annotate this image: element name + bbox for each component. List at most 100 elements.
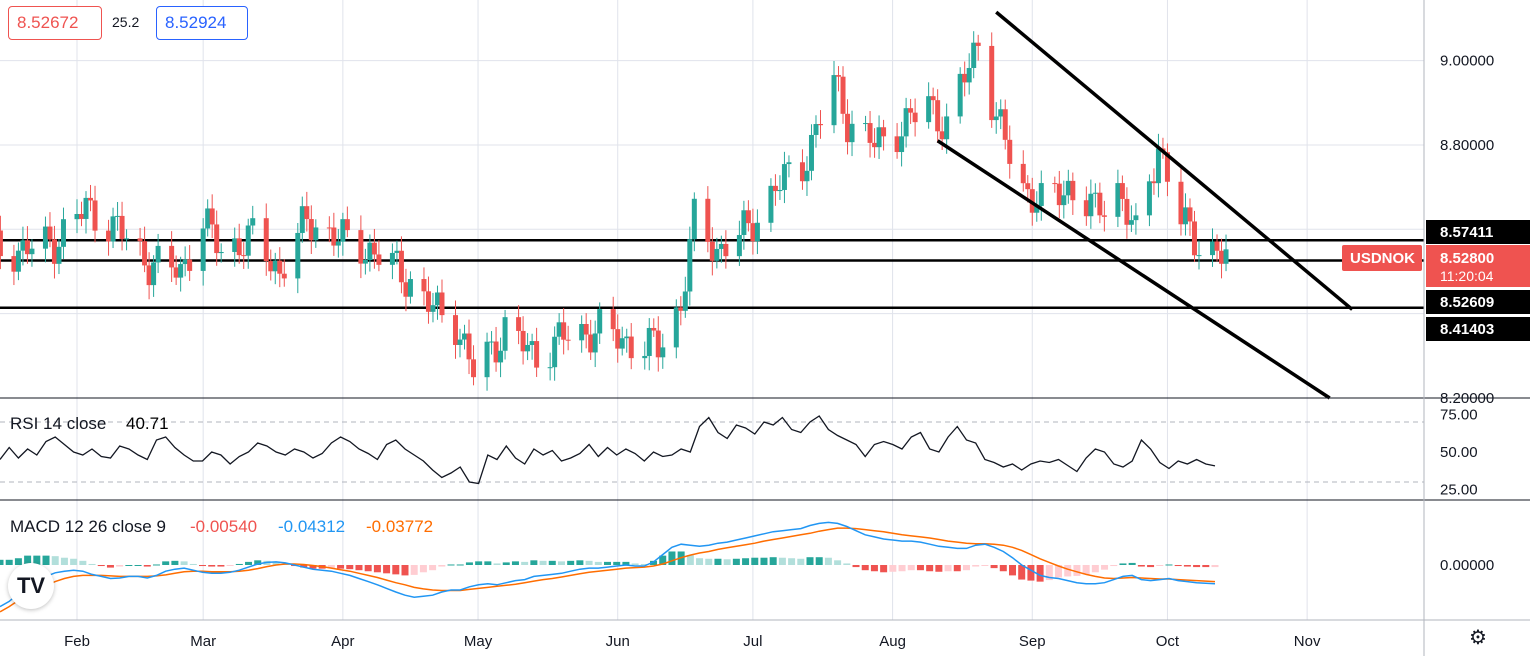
candle-up[interactable] bbox=[556, 313, 562, 345]
candle-up[interactable] bbox=[110, 207, 116, 249]
candle-up[interactable] bbox=[777, 175, 783, 200]
tradingview-logo[interactable]: TV bbox=[8, 563, 54, 609]
candle-down[interactable] bbox=[1020, 150, 1026, 192]
candle-up[interactable] bbox=[498, 337, 504, 378]
candle-down[interactable] bbox=[92, 185, 98, 243]
candle-up[interactable] bbox=[502, 309, 508, 360]
candle-up[interactable] bbox=[151, 255, 157, 297]
candle-down[interactable] bbox=[187, 245, 193, 281]
candle-up[interactable] bbox=[786, 155, 792, 178]
candle-up[interactable] bbox=[903, 97, 909, 148]
candle-up[interactable] bbox=[1196, 240, 1202, 270]
candle-down[interactable] bbox=[425, 276, 431, 324]
candle-up[interactable] bbox=[849, 110, 855, 157]
candle-down[interactable] bbox=[845, 99, 851, 155]
candle-down[interactable] bbox=[344, 206, 350, 238]
candle-down[interactable] bbox=[894, 123, 900, 159]
candle-down[interactable] bbox=[1219, 238, 1225, 279]
candle-up[interactable] bbox=[619, 326, 625, 356]
candle-down[interactable] bbox=[268, 249, 274, 281]
candle-down[interactable] bbox=[146, 252, 152, 300]
candle-up[interactable] bbox=[1038, 170, 1044, 221]
candle-down[interactable] bbox=[376, 240, 382, 272]
candle-down[interactable] bbox=[11, 244, 17, 286]
symbol-tag[interactable] bbox=[1342, 245, 1422, 271]
candle-up[interactable] bbox=[529, 333, 535, 360]
candle-up[interactable] bbox=[250, 205, 256, 235]
candle-down[interactable] bbox=[1124, 187, 1130, 239]
candle-down[interactable] bbox=[930, 87, 936, 115]
candle-down[interactable] bbox=[214, 210, 220, 266]
last-price-tag[interactable] bbox=[1426, 245, 1530, 287]
candle-up[interactable] bbox=[272, 252, 278, 285]
candle-down[interactable] bbox=[772, 174, 778, 206]
candle-up[interactable] bbox=[155, 233, 161, 274]
candle-up[interactable] bbox=[178, 256, 184, 292]
candle-up[interactable] bbox=[1065, 169, 1071, 204]
candle-down[interactable] bbox=[1151, 168, 1157, 195]
candle-up[interactable] bbox=[394, 240, 400, 265]
candle-up[interactable] bbox=[1092, 183, 1098, 208]
candle-down[interactable] bbox=[872, 128, 878, 158]
candle-up[interactable] bbox=[957, 67, 963, 124]
candle-up[interactable] bbox=[998, 99, 1004, 130]
candle-up[interactable] bbox=[484, 332, 490, 391]
candle-up[interactable] bbox=[831, 61, 837, 134]
candle-down[interactable] bbox=[975, 34, 981, 61]
candle-down[interactable] bbox=[308, 205, 314, 254]
candle-up[interactable] bbox=[489, 331, 495, 355]
candle-up[interactable] bbox=[592, 320, 598, 368]
candle-down[interactable] bbox=[912, 98, 918, 137]
candle-up[interactable] bbox=[804, 156, 810, 196]
candle-down[interactable] bbox=[119, 201, 125, 251]
candlestick-series[interactable] bbox=[0, 31, 1229, 391]
candle-up[interactable] bbox=[389, 243, 395, 280]
candle-up[interactable] bbox=[813, 115, 819, 148]
candle-down[interactable] bbox=[1164, 143, 1170, 197]
candle-up[interactable] bbox=[340, 212, 346, 256]
candle-down[interactable] bbox=[209, 194, 215, 239]
candle-down[interactable] bbox=[705, 186, 711, 253]
candle-down[interactable] bbox=[588, 319, 594, 360]
candle-up[interactable] bbox=[1223, 234, 1229, 272]
candle-down[interactable] bbox=[867, 111, 873, 158]
channel-line[interactable] bbox=[936, 139, 1331, 400]
candle-up[interactable] bbox=[971, 31, 977, 79]
candle-down[interactable] bbox=[1052, 176, 1058, 193]
candle-up[interactable] bbox=[1155, 133, 1161, 198]
trend-channel[interactable] bbox=[936, 10, 1354, 400]
candle-down[interactable] bbox=[1178, 167, 1184, 236]
candle-down[interactable] bbox=[471, 345, 477, 386]
candle-down[interactable] bbox=[421, 267, 427, 306]
candle-down[interactable] bbox=[241, 242, 247, 269]
candle-down[interactable] bbox=[1002, 99, 1008, 150]
candle-up[interactable] bbox=[20, 226, 26, 266]
candle-up[interactable] bbox=[182, 246, 188, 277]
candle-up[interactable] bbox=[1115, 169, 1121, 228]
candle-up[interactable] bbox=[462, 324, 468, 350]
candle-down[interactable] bbox=[561, 308, 567, 355]
candle-up[interactable] bbox=[754, 209, 760, 255]
candle-down[interactable] bbox=[817, 110, 823, 139]
candle-up[interactable] bbox=[299, 196, 305, 243]
candle-up[interactable] bbox=[15, 242, 21, 281]
candle-down[interactable] bbox=[106, 219, 112, 256]
candle-down[interactable] bbox=[1097, 182, 1103, 224]
candle-down[interactable] bbox=[908, 98, 914, 124]
candle-up[interactable] bbox=[1128, 205, 1134, 232]
candle-up[interactable] bbox=[768, 178, 774, 232]
candle-down[interactable] bbox=[651, 318, 657, 337]
candle-up[interactable] bbox=[808, 124, 814, 181]
candle-up[interactable] bbox=[597, 302, 603, 344]
candle-down[interactable] bbox=[277, 247, 283, 288]
sell-price-box[interactable]: 8.52672 bbox=[8, 6, 102, 40]
candle-down[interactable] bbox=[1083, 186, 1089, 226]
candle-up[interactable] bbox=[1133, 203, 1139, 235]
candle-down[interactable] bbox=[304, 191, 310, 232]
candle-down[interactable] bbox=[24, 226, 30, 264]
candle-up[interactable] bbox=[993, 102, 999, 134]
candle-up[interactable] bbox=[1182, 193, 1188, 236]
candle-down[interactable] bbox=[745, 200, 751, 232]
candle-up[interactable] bbox=[552, 326, 558, 381]
candle-up[interactable] bbox=[781, 151, 787, 204]
